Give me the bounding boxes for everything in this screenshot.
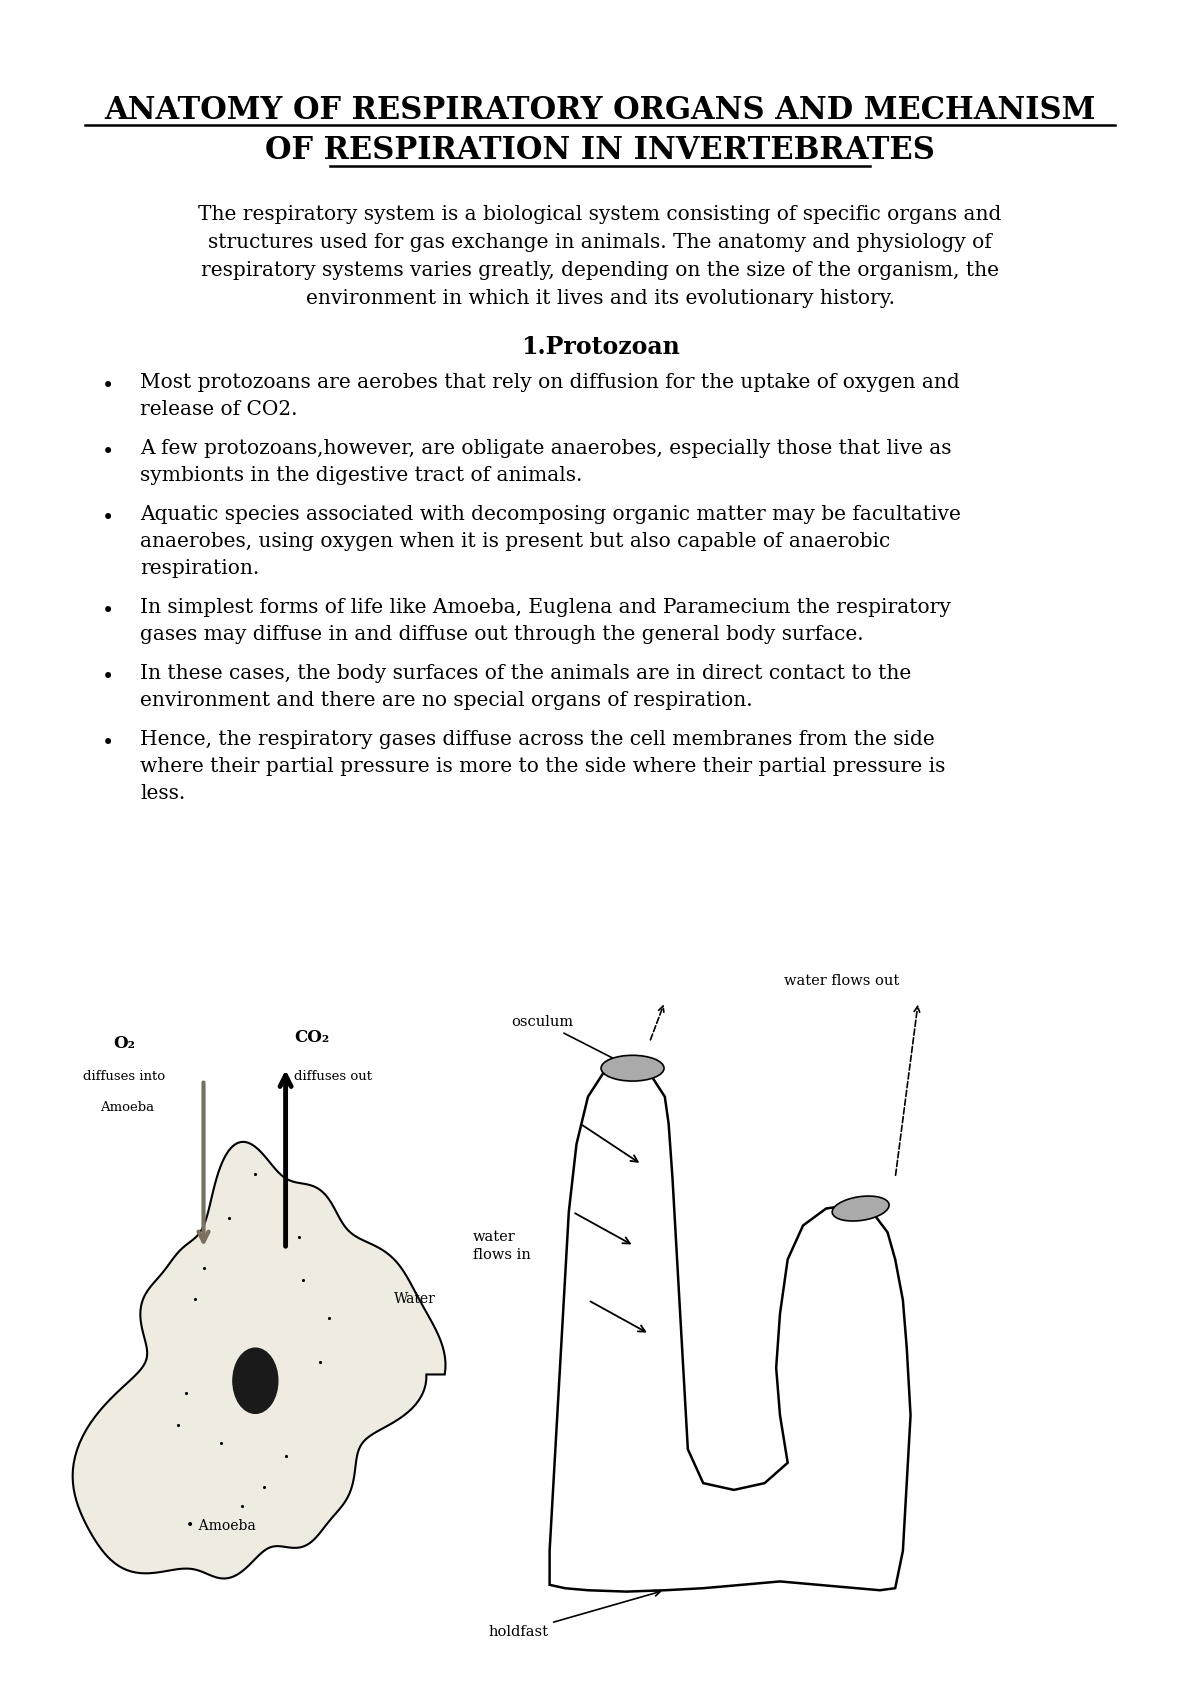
Text: •: • <box>102 442 114 463</box>
Text: Aquatic species associated with decomposing organic matter may be facultative: Aquatic species associated with decompos… <box>140 505 961 524</box>
Text: diffuses into: diffuses into <box>83 1070 164 1083</box>
Text: release of CO2.: release of CO2. <box>140 400 298 419</box>
Text: Most protozoans are aerobes that rely on diffusion for the uptake of oxygen and: Most protozoans are aerobes that rely on… <box>140 373 960 392</box>
Polygon shape <box>550 1066 911 1592</box>
Text: •: • <box>102 668 114 686</box>
Polygon shape <box>73 1142 445 1578</box>
Text: •: • <box>102 376 114 397</box>
Text: Hence, the respiratory gases diffuse across the cell membranes from the side: Hence, the respiratory gases diffuse acr… <box>140 731 935 749</box>
Text: environment in which it lives and its evolutionary history.: environment in which it lives and its ev… <box>306 290 894 308</box>
Text: CO₂: CO₂ <box>294 1029 329 1046</box>
Text: water
flows in: water flows in <box>473 1229 530 1263</box>
Text: OF RESPIRATION IN INVERTEBRATES: OF RESPIRATION IN INVERTEBRATES <box>265 136 935 166</box>
Text: gases may diffuse in and diffuse out through the general body surface.: gases may diffuse in and diffuse out thr… <box>140 625 864 644</box>
Text: The respiratory system is a biological system consisting of specific organs and: The respiratory system is a biological s… <box>198 205 1002 224</box>
Text: A few protozoans,however, are obligate anaerobes, especially those that live as: A few protozoans,however, are obligate a… <box>140 439 952 458</box>
Text: • Amoeba: • Amoeba <box>186 1519 256 1532</box>
Text: •: • <box>102 508 114 529</box>
Text: holdfast: holdfast <box>488 1590 660 1639</box>
Text: structures used for gas exchange in animals. The anatomy and physiology of: structures used for gas exchange in anim… <box>208 232 992 253</box>
Text: O₂: O₂ <box>113 1036 134 1053</box>
Text: water flows out: water flows out <box>784 975 899 988</box>
Text: less.: less. <box>140 785 185 803</box>
Ellipse shape <box>832 1197 889 1220</box>
Text: In simplest forms of life like Amoeba, Euglena and Paramecium the respiratory: In simplest forms of life like Amoeba, E… <box>140 598 950 617</box>
Text: In these cases, the body surfaces of the animals are in direct contact to the: In these cases, the body surfaces of the… <box>140 664 911 683</box>
Ellipse shape <box>601 1056 664 1081</box>
Text: osculum: osculum <box>511 1015 629 1066</box>
Text: ANATOMY OF RESPIRATORY ORGANS AND MECHANISM: ANATOMY OF RESPIRATORY ORGANS AND MECHAN… <box>104 95 1096 125</box>
Text: environment and there are no special organs of respiration.: environment and there are no special org… <box>140 692 752 710</box>
Circle shape <box>233 1348 278 1414</box>
Text: anaerobes, using oxygen when it is present but also capable of anaerobic: anaerobes, using oxygen when it is prese… <box>140 532 890 551</box>
Text: Amoeba: Amoeba <box>100 1102 154 1114</box>
Text: 1.Protozoan: 1.Protozoan <box>521 336 679 359</box>
Text: respiration.: respiration. <box>140 559 259 578</box>
Text: respiratory systems varies greatly, depending on the size of the organism, the: respiratory systems varies greatly, depe… <box>202 261 998 280</box>
Text: where their partial pressure is more to the side where their partial pressure is: where their partial pressure is more to … <box>140 758 946 776</box>
Text: symbionts in the digestive tract of animals.: symbionts in the digestive tract of anim… <box>140 466 582 485</box>
Text: •: • <box>102 734 114 753</box>
Text: Water: Water <box>394 1292 436 1307</box>
Text: diffuses out: diffuses out <box>294 1070 372 1083</box>
Text: •: • <box>102 602 114 620</box>
